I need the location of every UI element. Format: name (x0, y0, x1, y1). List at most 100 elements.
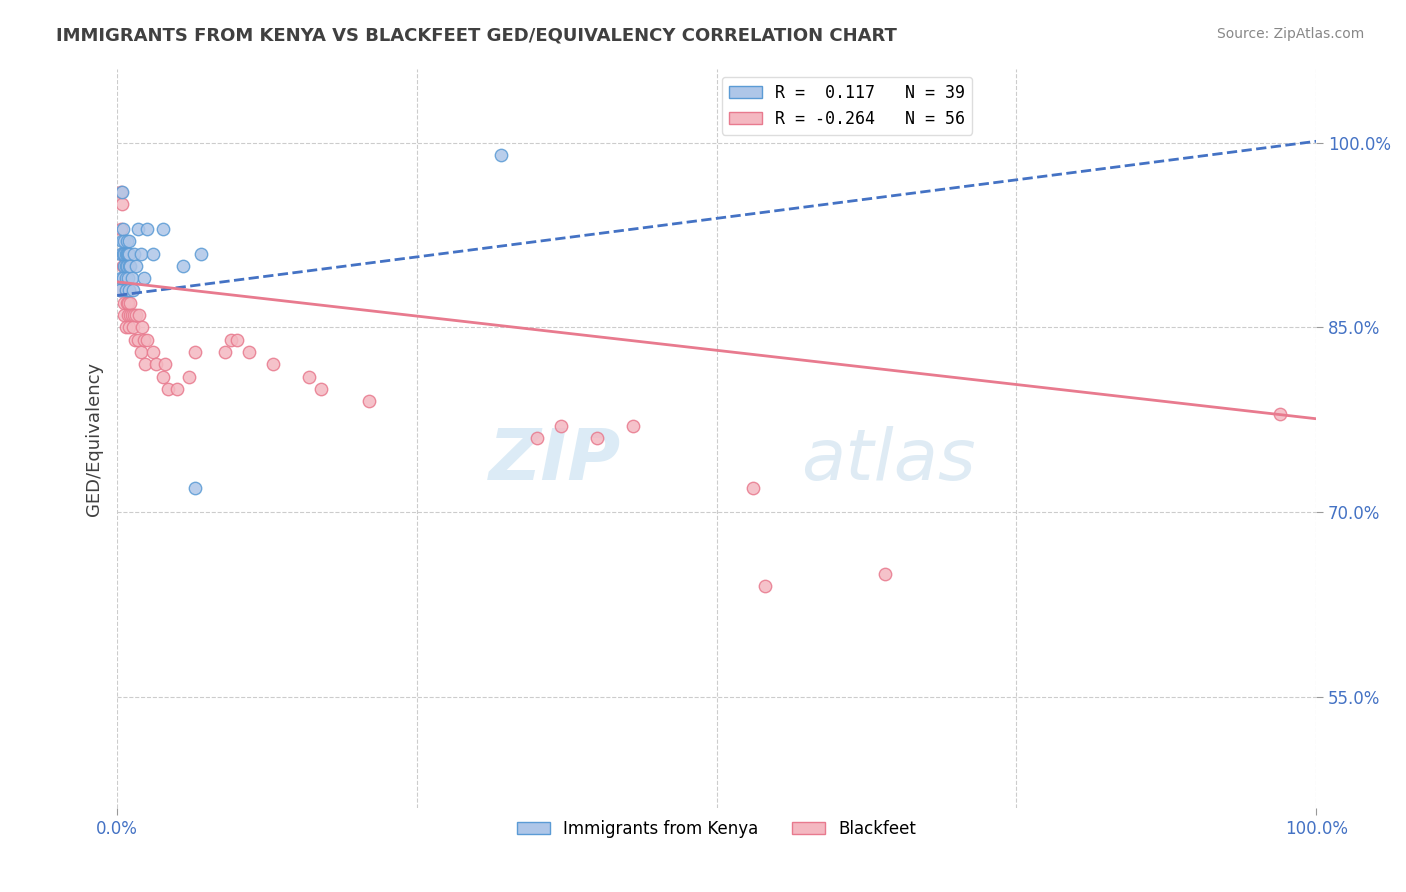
Point (129, 246, 152, 260)
Point (115, 246, 138, 260)
Point (120, 259, 142, 273)
Point (127, 222, 149, 236)
Point (219, 333, 242, 347)
Point (152, 369, 174, 384)
Point (115, 284, 138, 298)
Point (179, 369, 201, 384)
Point (121, 308, 143, 322)
Point (114, 284, 136, 298)
Point (298, 369, 321, 384)
Point (585, 432, 607, 446)
Point (120, 308, 142, 322)
Text: ZIP: ZIP (488, 426, 621, 495)
Point (121, 284, 143, 298)
Point (112, 259, 135, 273)
Point (184, 345, 207, 359)
Point (127, 333, 149, 347)
Point (118, 284, 141, 298)
Point (136, 222, 159, 236)
Point (110, 222, 132, 236)
Point (111, 246, 134, 260)
Point (111, 197, 134, 211)
Point (114, 284, 136, 298)
Point (132, 271, 155, 285)
Point (134, 358, 156, 372)
Point (136, 333, 159, 347)
Point (114, 271, 136, 285)
Point (110, 246, 132, 260)
Point (550, 419, 572, 434)
Point (489, 148, 512, 162)
Text: IMMIGRANTS FROM KENYA VS BLACKFEET GED/EQUIVALENCY CORRELATION CHART: IMMIGRANTS FROM KENYA VS BLACKFEET GED/E… (56, 27, 897, 45)
Point (118, 320, 141, 334)
Point (122, 308, 145, 322)
Point (621, 419, 644, 434)
Point (145, 358, 167, 372)
Point (214, 345, 236, 359)
Point (117, 271, 139, 285)
Point (114, 246, 136, 260)
Point (118, 284, 141, 298)
Point (112, 271, 135, 285)
Point (112, 246, 135, 260)
Text: Source: ZipAtlas.com: Source: ZipAtlas.com (1216, 27, 1364, 41)
Point (309, 382, 332, 396)
Point (184, 481, 207, 495)
Point (118, 246, 141, 260)
Point (1270, 407, 1292, 421)
Point (114, 259, 136, 273)
Point (131, 320, 153, 334)
Point (117, 308, 139, 322)
Point (115, 234, 138, 248)
Point (754, 579, 776, 593)
Point (172, 259, 194, 273)
Point (122, 246, 145, 260)
Point (132, 333, 155, 347)
Point (115, 259, 138, 273)
Point (112, 246, 135, 260)
Point (153, 358, 176, 372)
Point (125, 259, 148, 273)
Point (117, 295, 139, 310)
Point (112, 271, 135, 285)
Point (121, 271, 143, 285)
Point (741, 481, 763, 495)
Y-axis label: GED/Equivalency: GED/Equivalency (86, 361, 103, 516)
Point (112, 259, 135, 273)
Point (121, 320, 143, 334)
Point (112, 295, 135, 310)
Point (114, 320, 136, 334)
Point (110, 185, 132, 199)
Point (112, 222, 135, 236)
Point (111, 185, 134, 199)
Point (152, 222, 174, 236)
Point (124, 333, 146, 347)
Point (118, 234, 141, 248)
Point (142, 246, 165, 260)
Point (112, 308, 135, 322)
Point (112, 246, 135, 260)
Point (117, 246, 139, 260)
Point (156, 382, 179, 396)
Point (115, 295, 138, 310)
Point (128, 308, 150, 322)
Point (357, 394, 380, 409)
Point (226, 333, 249, 347)
Point (873, 567, 896, 582)
Point (108, 284, 131, 298)
Point (526, 432, 548, 446)
Point (110, 271, 132, 285)
Point (129, 345, 152, 359)
Point (120, 295, 142, 310)
Point (238, 345, 260, 359)
Point (112, 234, 135, 248)
Point (166, 382, 188, 396)
Point (190, 246, 212, 260)
Point (142, 345, 165, 359)
Legend: Immigrants from Kenya, Blackfeet: Immigrants from Kenya, Blackfeet (510, 814, 924, 845)
Text: atlas: atlas (800, 426, 976, 495)
Point (108, 284, 131, 298)
Point (111, 234, 134, 248)
Point (118, 259, 141, 273)
Point (125, 308, 148, 322)
